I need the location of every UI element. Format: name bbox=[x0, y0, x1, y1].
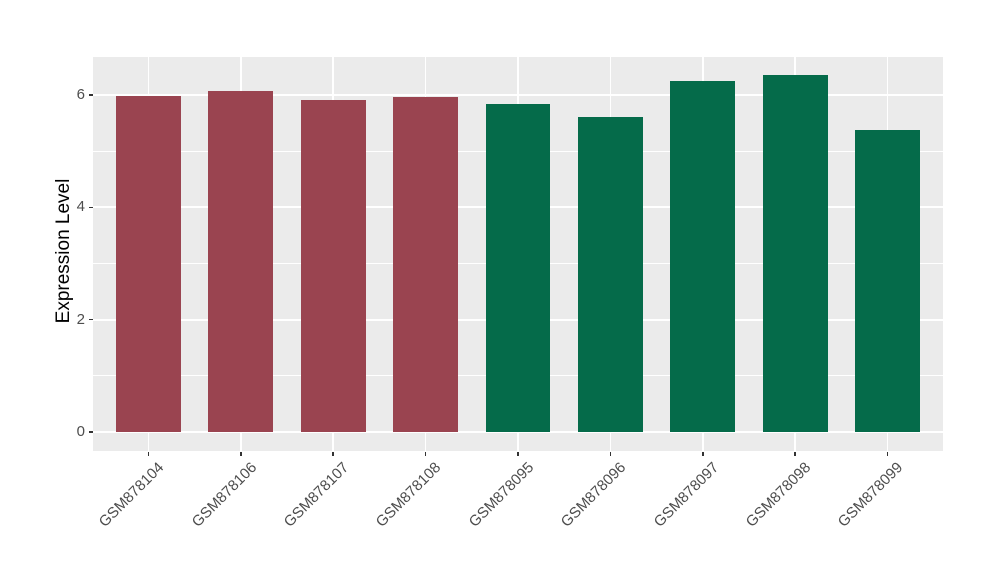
x-tick-mark bbox=[240, 451, 242, 456]
x-tick-mark bbox=[886, 451, 889, 456]
y-tick-label: 2 bbox=[76, 310, 85, 328]
x-tick-mark bbox=[147, 451, 150, 456]
bar-GSM878098 bbox=[762, 74, 828, 432]
x-tick-mark bbox=[332, 451, 334, 456]
bar-GSM878099 bbox=[855, 129, 920, 432]
gridline-horizontal-major bbox=[93, 431, 943, 433]
x-tick-mark bbox=[424, 451, 427, 456]
x-tick-mark bbox=[609, 451, 612, 456]
y-tick-label: 0 bbox=[76, 423, 85, 440]
y-tick-mark bbox=[88, 206, 93, 209]
gridline-horizontal-major bbox=[93, 93, 943, 96]
x-tick-label: GSM878104 bbox=[95, 459, 168, 531]
y-tick-mark bbox=[88, 431, 93, 433]
x-tick-label: GSM878099 bbox=[835, 459, 907, 531]
x-tick-label: GSM878106 bbox=[188, 459, 260, 531]
x-tick-label: GSM878098 bbox=[742, 459, 815, 531]
bar-GSM878097 bbox=[670, 81, 736, 432]
y-tick-label: 4 bbox=[76, 198, 85, 216]
bar-GSM878108 bbox=[393, 96, 458, 432]
x-tick-mark bbox=[702, 451, 704, 456]
y-tick-label: 6 bbox=[76, 85, 85, 103]
bar-GSM878096 bbox=[578, 117, 643, 432]
plot-panel bbox=[93, 57, 943, 451]
bar-GSM878095 bbox=[485, 103, 551, 432]
x-tick-label: GSM878107 bbox=[280, 459, 353, 531]
bar-GSM878106 bbox=[208, 91, 274, 432]
bar-GSM878104 bbox=[116, 96, 181, 432]
x-tick-mark bbox=[794, 451, 796, 456]
x-tick-label: GSM878097 bbox=[650, 459, 722, 531]
x-tick-label: GSM878095 bbox=[465, 459, 538, 531]
x-tick-label: GSM878096 bbox=[557, 459, 630, 531]
bar-GSM878107 bbox=[300, 100, 366, 432]
x-tick-mark bbox=[517, 451, 519, 456]
y-tick-mark bbox=[88, 318, 93, 321]
y-tick-mark bbox=[88, 94, 93, 96]
x-tick-label: GSM878108 bbox=[373, 459, 445, 531]
